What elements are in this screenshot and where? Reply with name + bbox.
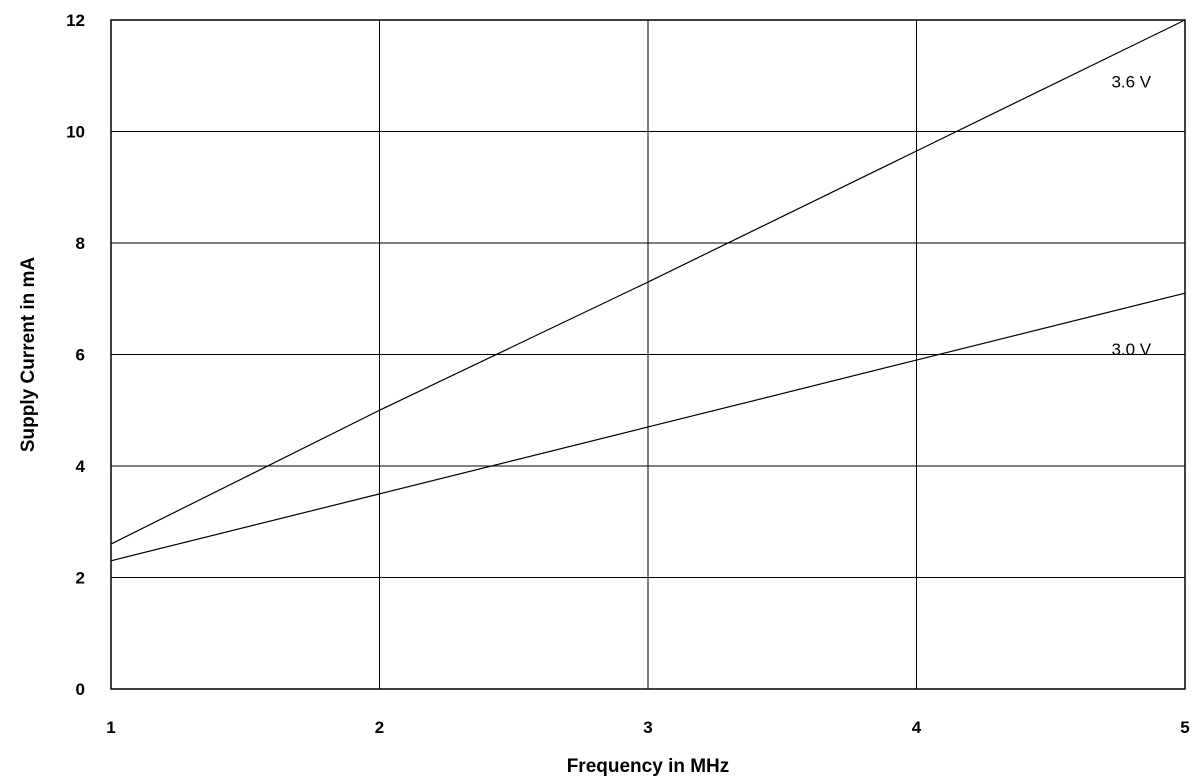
y-tick-label: 0	[76, 680, 85, 699]
y-tick-label: 2	[76, 569, 85, 588]
series-label: 3.0 V	[1111, 340, 1151, 359]
y-tick-label: 12	[66, 11, 85, 30]
y-tick-label: 8	[76, 234, 85, 253]
y-tick-label: 10	[66, 123, 85, 142]
y-axis-title: Supply Current in mA	[18, 257, 39, 453]
series-lines: 3.6 V 3.0 V	[110, 19, 1186, 562]
y-tick-label: 4	[76, 457, 86, 476]
series-line-3-6v	[110, 19, 1186, 545]
y-tick-label: 6	[76, 346, 85, 365]
series-label: 3.6 V	[1111, 72, 1151, 91]
plot-frame	[110, 19, 1186, 690]
x-tick-label: 5	[1180, 718, 1189, 737]
y-axis-ticks: 0 2 4 6 8 10 12	[66, 11, 85, 699]
x-axis-title: Frequency in MHz	[567, 756, 730, 777]
series-line-3-0v	[110, 292, 1186, 562]
x-tick-label: 2	[375, 718, 384, 737]
x-tick-label: 3	[643, 718, 652, 737]
x-axis-ticks: 1 2 3 4 5	[106, 718, 1189, 737]
grid	[110, 19, 1186, 690]
x-tick-label: 1	[106, 718, 115, 737]
x-tick-label: 4	[912, 718, 922, 737]
